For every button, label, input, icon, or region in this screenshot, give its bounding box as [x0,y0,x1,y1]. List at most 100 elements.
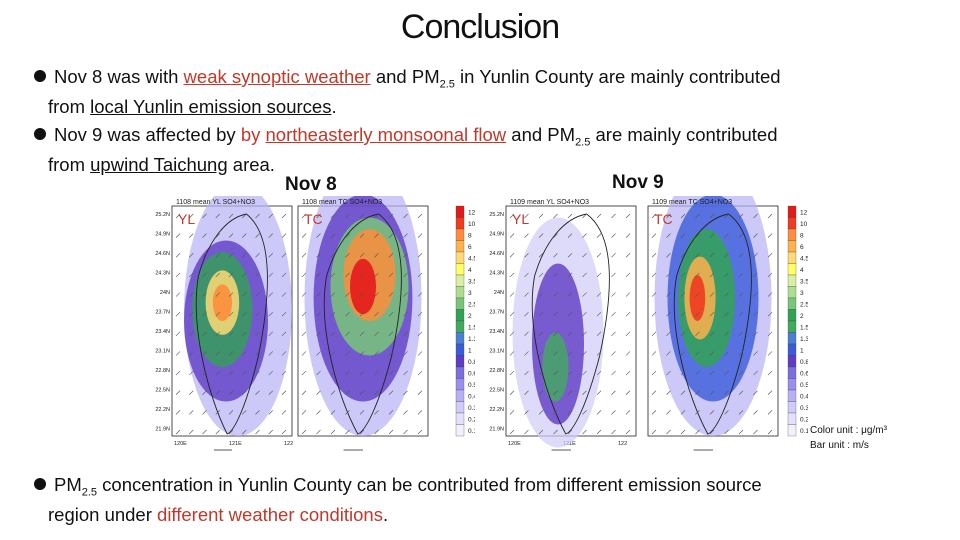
wind-arrow [374,429,379,435]
wind-arrow [753,370,758,376]
wind-arrow [175,331,181,337]
wind-arrow [228,410,234,415]
lat-tick: 22.5N [155,388,170,394]
wind-arrow [281,351,287,356]
wind-arrow [567,233,573,238]
wind-arrow [281,213,287,219]
colorbar-tick: 2.5 [800,302,808,309]
wind-arrow [767,272,773,278]
wind-arrow [709,351,715,356]
wind-arrow [417,370,423,376]
wind-arrow [553,390,558,395]
wind-arrow [202,253,207,258]
wind-arrow [582,410,587,415]
colorbar-cell [787,332,797,345]
wind-arrow [651,213,657,219]
wind-arrow [611,233,616,238]
wind-arrow [189,331,194,337]
wind-arrow [374,272,379,278]
wind-arrow [359,311,365,317]
wind-arrow [215,272,220,278]
wind-arrow [228,213,234,219]
wind-arrow [255,351,260,356]
colorbar-tick: 2 [800,313,804,320]
wind-arrow [625,429,631,435]
wind-arrow [666,253,671,258]
wind-arrow [388,351,394,356]
wind-arrow [651,292,657,297]
wind-arrow [625,311,631,317]
wind-arrow [242,311,247,317]
wind-arrow [330,292,336,297]
wind-arrow [215,390,220,395]
wind-arrow [417,213,423,219]
colorbar-tick: 0.3 [468,405,475,412]
wind-arrow [596,292,602,297]
colorbar-tick: 0.8 [468,359,475,366]
wind-arrow [374,351,379,356]
wind-arrow [567,213,573,219]
wind-arrow [189,351,194,356]
wind-arrow [255,311,260,317]
wind-arrow [301,272,307,278]
wind-arrow [709,253,715,258]
wind-arrow [753,410,758,415]
colorbar-tick: 0.4 [468,394,475,401]
wind-arrow [695,331,700,337]
wind-arrow [524,233,529,238]
wind-arrow [345,331,350,337]
wind-arrow [680,311,686,317]
wind-arrow [651,429,657,435]
wind-arrow [316,253,321,258]
lat-tick: 24.6N [489,251,504,257]
wind-arrow [215,370,220,376]
wind-arrow [301,311,307,317]
wind-arrow [202,410,207,415]
wind-arrow [255,390,260,395]
wind-arrow [268,213,273,219]
wind-arrow [330,311,336,317]
wind-arrow [388,272,394,278]
colorbar-cell [787,228,797,241]
colorbar-tick: 2.5 [468,302,475,309]
wind-arrow [330,253,336,258]
wind-arrow [611,429,616,435]
wind-arrow [709,370,715,376]
wind-arrow [695,292,700,297]
lat-tick: 22.2N [155,407,170,413]
wind-arrow [625,331,631,337]
wind-arrow [228,331,234,337]
wind-arrow [666,370,671,376]
wind-arrow [582,429,587,435]
site-tag: TC [654,211,673,227]
wind-arrow [301,429,307,435]
wind-arrow [651,351,657,356]
wind-arrow [175,233,181,238]
wind-arrow [596,331,602,337]
wind-arrow [651,253,657,258]
wind-arrow [330,351,336,356]
colorbar-cell [787,389,797,402]
wind-arrow [330,429,336,435]
wind-arrow [625,390,631,395]
wind-arrow [567,331,573,337]
wind-arrow [228,233,234,238]
wind-arrow [753,331,758,337]
wind-arrow [359,331,365,337]
wind-arrow [359,292,365,297]
wind-arrow [255,370,260,376]
wind-arrow [345,292,350,297]
lat-tick: 25.2N [155,212,170,218]
wind-arrow [202,213,207,219]
wind-arrow [709,331,715,337]
wind-arrow [215,233,220,238]
wind-arrow [228,370,234,376]
colorbar-tick: 4.5 [468,256,475,263]
wind-arrow [359,410,365,415]
wind-arrow [268,429,273,435]
wind-arrow [345,370,350,376]
wind-arrow [538,272,544,278]
wind-arrow [524,370,529,376]
wind-arrow [553,410,558,415]
wind-arrow [724,311,729,317]
